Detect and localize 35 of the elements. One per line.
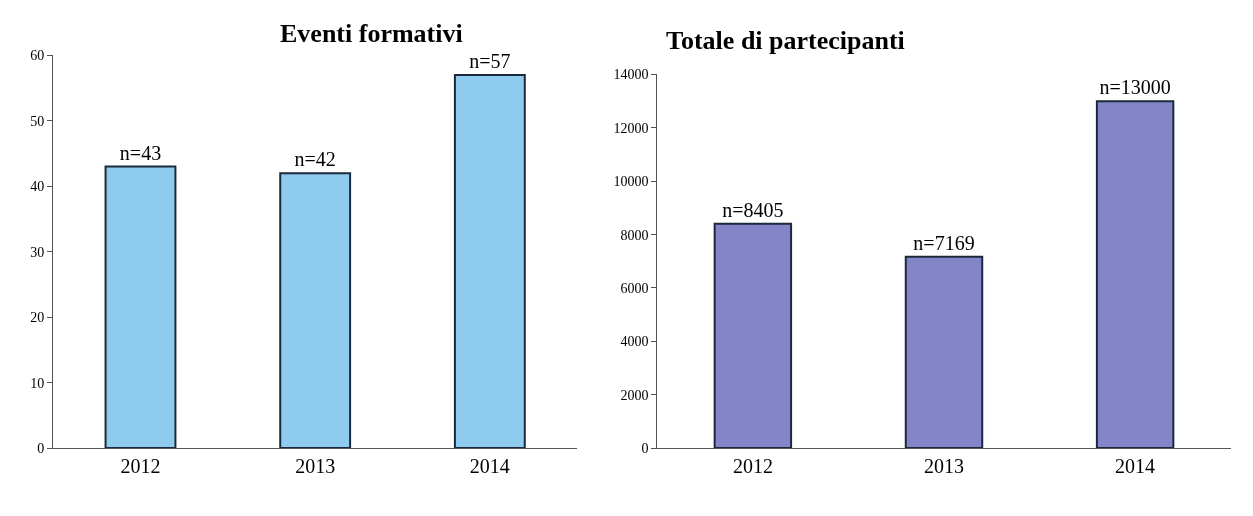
y-tick-label: 40 [30,179,45,195]
x-tick-label: 2014 [1115,455,1156,478]
y-tick-label: 6000 [620,280,649,296]
chart-title: Totale di partecipanti [666,26,905,55]
x-tick-label: 2013 [295,455,336,478]
data-label: n=57 [469,49,511,72]
chart-title: Eventi formativi [280,19,463,48]
y-tick-label: 10 [30,375,45,391]
y-tick-label: 30 [30,244,45,260]
y-tick-label: 8000 [620,227,649,243]
y-tick-label: 10000 [613,174,649,190]
data-label: n=8405 [722,198,784,221]
y-tick-label: 4000 [620,334,649,350]
y-tick-label: 20 [30,310,45,326]
x-tick-label: 2013 [923,455,964,478]
x-tick-label: 2012 [120,455,161,478]
bar [104,165,177,449]
bar [1095,100,1175,449]
y-tick-label: 0 [641,441,649,456]
y-tick-label: 50 [30,113,45,129]
data-label: n=43 [119,141,162,164]
y-tick-label: 0 [37,441,45,456]
data-label: n=13000 [1099,76,1171,99]
bar [713,222,793,449]
y-tick-label: 2000 [620,387,649,403]
y-tick-label: 12000 [613,120,649,136]
x-tick-label: 2014 [469,455,510,478]
bar [453,73,526,449]
x-tick-label: 2012 [732,455,773,478]
bar [279,172,352,449]
data-label: n=7169 [913,231,975,254]
y-tick-label: 14000 [613,67,649,83]
bar [904,255,984,449]
y-tick-label: 60 [30,48,45,64]
data-label: n=42 [294,148,336,171]
